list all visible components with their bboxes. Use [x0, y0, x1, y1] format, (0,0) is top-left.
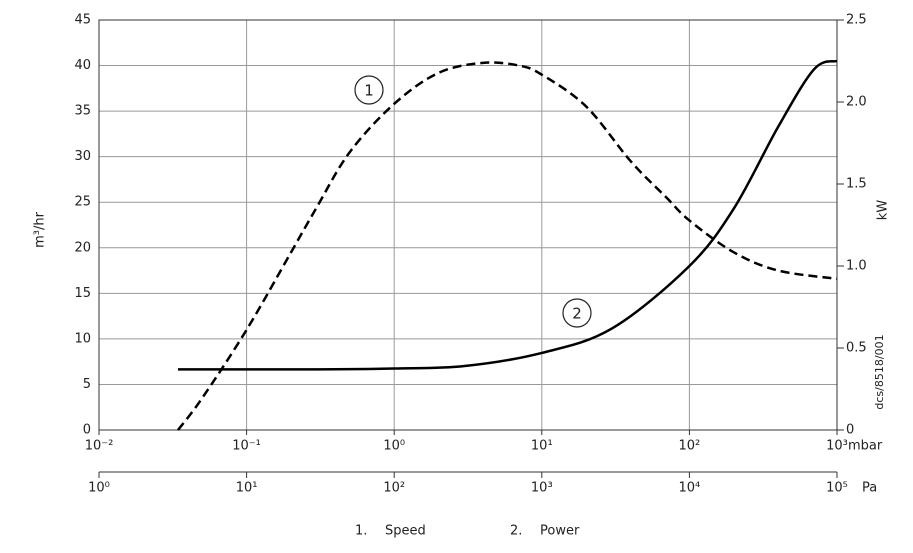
- x-tick-label: 10⁻¹: [232, 439, 261, 454]
- y2-tick-label: 1.0: [846, 259, 867, 274]
- y-tick-label: 20: [74, 240, 91, 255]
- y-tick-label: 10: [74, 331, 91, 346]
- y-axis-label: m³/hr: [33, 211, 48, 247]
- y-tick-label: 45: [74, 13, 91, 28]
- x-tick-label: 10²: [679, 439, 701, 454]
- x2-tick-label: 10⁴: [679, 481, 701, 496]
- series-marker-circle: [354, 75, 384, 105]
- y2-tick-label: 0.5: [846, 341, 867, 356]
- y2-tick-label: 1.5: [846, 177, 867, 192]
- x2-axis-label: Pa: [862, 481, 877, 496]
- y-tick-label: 25: [74, 195, 91, 210]
- series-marker-label: 2: [572, 305, 582, 323]
- y-tick-label: 40: [74, 58, 91, 73]
- plot-frame: [98, 19, 838, 431]
- legend-label: Speed: [385, 524, 426, 539]
- series-marker-label: 1: [364, 82, 374, 100]
- y-tick-label: 15: [74, 286, 91, 301]
- x-tick-label: 10⁰: [383, 439, 405, 454]
- y-tick-label: 30: [74, 149, 91, 164]
- x-tick-label: 10³: [826, 439, 848, 454]
- x2-tick-label: 10³: [531, 481, 553, 496]
- line-series: [178, 59, 838, 371]
- line-series: [177, 61, 838, 431]
- legend-number: 2.: [510, 524, 522, 539]
- x2-tick-label: 10¹: [236, 481, 258, 496]
- y2-tick-label: 0: [846, 423, 854, 438]
- legend-number: 1.: [355, 524, 367, 539]
- y-tick-label: 5: [83, 377, 91, 392]
- x-tick-label: 10⁻²: [85, 439, 114, 454]
- annotation: dcs/8518/001: [873, 334, 886, 409]
- y-tick-label: 35: [74, 104, 91, 119]
- x2-tick-label: 10²: [383, 481, 405, 496]
- series-marker-circle: [562, 298, 592, 328]
- legend-label: Power: [540, 524, 580, 539]
- x2-tick-label: 10⁰: [88, 481, 110, 496]
- x-axis-label: mbar: [848, 439, 883, 454]
- y2-axis-label: kW: [876, 200, 891, 221]
- x-tick-label: 10¹: [531, 439, 553, 454]
- x2-tick-label: 10⁵: [826, 481, 848, 496]
- y-tick-label: 0: [83, 423, 91, 438]
- y2-tick-label: 2.5: [846, 13, 867, 28]
- y2-tick-label: 2.0: [846, 95, 867, 110]
